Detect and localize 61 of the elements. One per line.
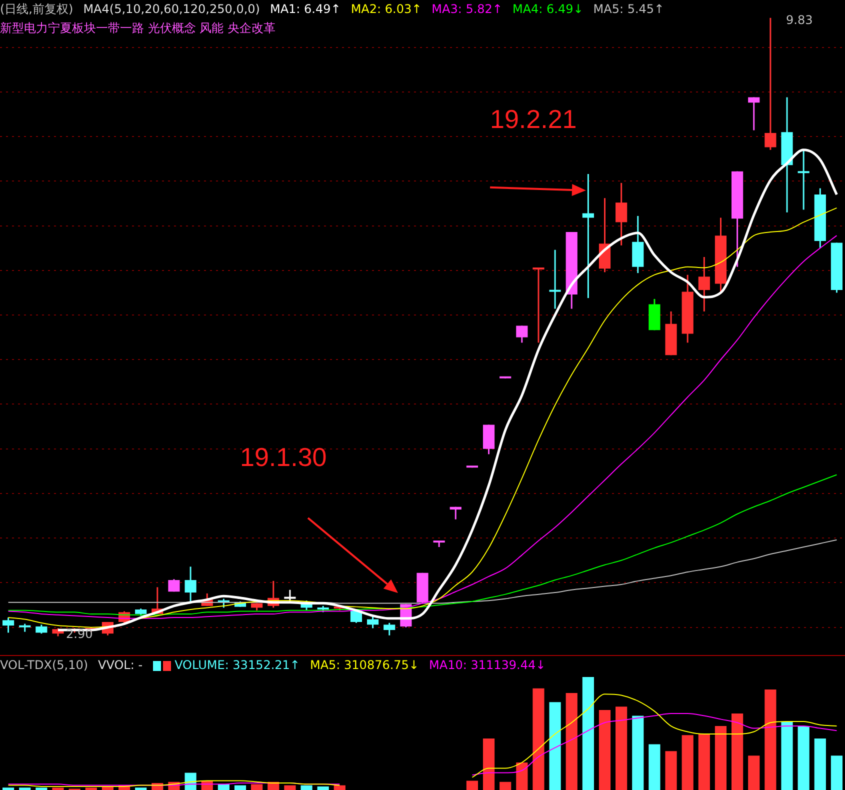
bar [317,786,329,790]
bar [682,735,694,790]
chart-title: (日线,前复权) [0,2,74,16]
annotation: 19.2.21 [490,104,577,135]
candlestick [532,267,544,344]
bar [632,716,644,790]
candlestick [450,506,462,520]
candlestick [366,616,379,629]
text: MA1: 6.49↑ [270,2,341,16]
bar [234,785,246,790]
candlestick [549,249,561,310]
text: MA4: 6.49↓ [512,2,584,16]
candlestick [616,182,628,246]
text: MA5: 5.45↑ [593,2,664,16]
bar [334,785,346,790]
bar [549,702,561,790]
bar [698,734,710,790]
text: MA5: 310876.75↓ [310,658,419,672]
text: MA10: 311139.44↓ [429,658,546,672]
candlestick [798,149,810,210]
bar [798,726,810,790]
bar [516,762,528,790]
bar [732,713,744,790]
candlestick [764,17,776,151]
legend-label: VOLUME: 33152.21↑ [174,658,300,672]
annotation: 19.1.30 [240,442,327,473]
text: MA3: 5.82↑ [432,2,502,16]
bar [748,756,760,790]
bar [300,785,312,790]
candlestick [748,96,760,132]
bar [284,785,296,790]
legend-title: VVOL: - [98,658,143,672]
bar [781,721,793,790]
bar [251,784,263,790]
bar [648,744,660,790]
bar [500,782,512,790]
candlestick [384,622,396,636]
candlestick [698,256,710,312]
bar [764,690,776,790]
bar [814,738,826,790]
bar [466,780,478,790]
text: MA2: 6.03↑ [350,2,422,16]
legend-title: MA4(5,10,20,60,120,250,0,0) [83,2,260,16]
bar [830,756,843,790]
candlestick [516,324,528,344]
bar [566,692,578,790]
candlestick [184,566,196,604]
annotation: 9.83 [786,13,813,27]
bar [714,726,727,790]
candlestick [2,616,14,634]
bar [218,784,230,790]
bar [532,688,544,790]
bar [598,710,611,790]
bar [582,677,594,790]
candlestick [168,578,180,592]
bar [616,706,628,790]
bar [482,738,495,790]
annotation: 2.90 [66,627,93,641]
text: 新型电力宁夏板块一带一路 光伏概念 风能 央企改革 [0,20,276,37]
chart-title: VOL-TDX(5,10) [0,658,88,672]
bar [665,751,677,790]
